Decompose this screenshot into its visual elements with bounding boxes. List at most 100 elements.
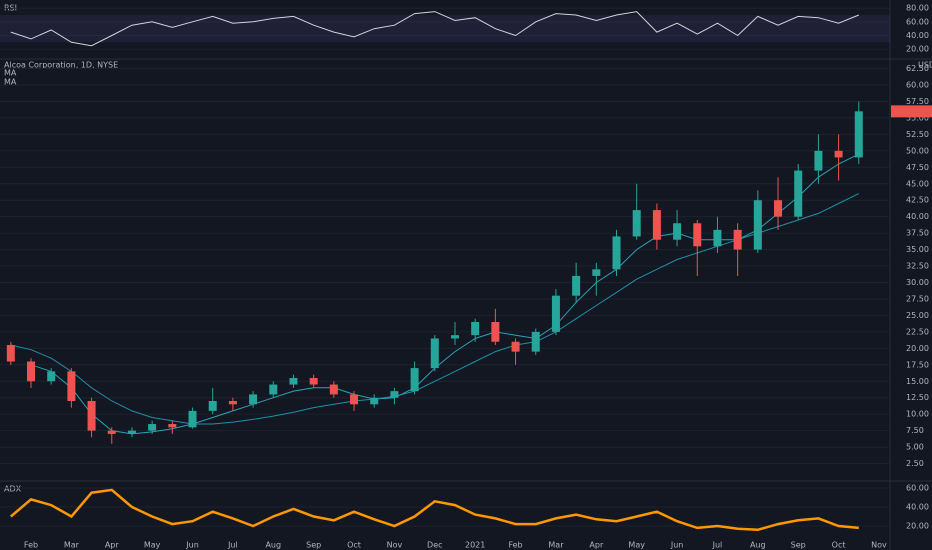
candle-body — [774, 200, 783, 217]
candle-body — [228, 401, 237, 405]
y-tick-label: 5.00 — [906, 443, 924, 452]
candle-body — [249, 394, 258, 405]
candle-body — [693, 223, 702, 247]
y-tick-label: 45.00 — [906, 179, 929, 188]
y-tick-label: 60.00 — [906, 483, 929, 492]
y-tick-label: 60.00 — [906, 81, 929, 90]
candle-body — [329, 384, 338, 395]
y-tick-label: 10.00 — [906, 410, 929, 419]
x-tick-label: May — [628, 541, 645, 550]
x-tick-label: Feb — [24, 541, 38, 550]
x-tick-label: May — [144, 541, 161, 550]
candle-body — [410, 368, 419, 392]
y-tick-label: 32.50 — [906, 262, 929, 271]
y-tick-label: 20.00 — [906, 521, 929, 530]
candle-body — [551, 295, 560, 332]
x-tick-label: Mar — [64, 541, 80, 550]
y-tick-label: 40.00 — [906, 31, 929, 40]
candle-body — [450, 335, 459, 339]
candle-body — [612, 236, 621, 270]
y-tick-label: 52.50 — [906, 130, 929, 139]
x-tick-label: Jul — [227, 541, 238, 550]
candle-body — [47, 371, 56, 382]
candle-body — [289, 377, 298, 385]
legend-entry: MA — [4, 69, 17, 78]
candle-body — [370, 397, 379, 405]
y-tick-label: 42.50 — [906, 196, 929, 205]
y-tick-label: 50.00 — [906, 146, 929, 155]
y-tick-label: 20.00 — [906, 344, 929, 353]
x-tick-label: Jun — [185, 541, 199, 550]
y-tick-label: 40.00 — [906, 212, 929, 221]
x-tick-label: Oct — [347, 541, 361, 550]
candle-body — [511, 341, 520, 352]
x-tick-label: Aug — [750, 541, 766, 550]
candle-body — [309, 377, 318, 385]
y-tick-label: 35.00 — [906, 245, 929, 254]
x-tick-label: Apr — [589, 541, 604, 550]
candle-body — [188, 410, 197, 428]
x-tick-label: Nov — [387, 541, 403, 550]
x-tick-label: Aug — [265, 541, 281, 550]
y-tick-label: 57.50 — [906, 97, 929, 106]
candle-body — [67, 371, 76, 402]
y-tick-label: 17.50 — [906, 360, 929, 369]
x-tick-label: Jun — [670, 541, 684, 550]
y-tick-label: 62.50 — [906, 64, 929, 73]
candle-body — [168, 424, 177, 428]
y-tick-label: 60.00 — [906, 17, 929, 26]
candle-body — [350, 394, 359, 405]
y-tick-label: 47.50 — [906, 163, 929, 172]
x-tick-label: Sep — [791, 541, 806, 550]
y-tick-label: 55.00 — [906, 113, 929, 122]
last-price-marker — [891, 105, 932, 118]
y-tick-label: 7.50 — [906, 426, 924, 435]
candle-body — [127, 430, 136, 434]
candle-body — [430, 338, 439, 369]
y-tick-label: 40.00 — [906, 502, 929, 511]
y-tick-label: 37.50 — [906, 229, 929, 238]
candle-body — [753, 200, 762, 250]
candle-body — [632, 210, 641, 237]
x-tick-label: Oct — [832, 541, 846, 550]
x-tick-label: Nov — [871, 541, 887, 550]
y-tick-label: 15.00 — [906, 377, 929, 386]
y-tick-label: 30.00 — [906, 278, 929, 287]
x-tick-label: 2021 — [465, 541, 485, 550]
x-tick-label: Dec — [427, 541, 442, 550]
candle-body — [269, 384, 278, 395]
candle-body — [491, 322, 500, 342]
candle-body — [107, 430, 116, 434]
candle-body — [673, 223, 682, 240]
x-tick-label: Apr — [105, 541, 120, 550]
adx-title: ADX — [4, 485, 22, 494]
candle-body — [794, 170, 803, 217]
y-tick-label: 12.50 — [906, 393, 929, 402]
y-tick-label: 25.00 — [906, 311, 929, 320]
line — [9, 488, 859, 532]
y-tick-label: 22.50 — [906, 327, 929, 336]
candle-body — [733, 229, 742, 250]
price-title: Alcoa Corporation, 1D, NYSE — [4, 61, 118, 70]
candle-body — [87, 401, 96, 431]
currency: USD — [918, 61, 932, 70]
candle-body — [27, 361, 35, 382]
y-tick-label: 20.00 — [906, 45, 929, 54]
candle-body — [854, 111, 863, 158]
x-tick-label: Sep — [306, 541, 321, 550]
x-tick-label: Feb — [508, 541, 522, 550]
candle-body — [834, 150, 843, 158]
candle-body — [390, 391, 399, 398]
legend-entry: MA — [4, 78, 17, 87]
candle-body — [814, 150, 823, 171]
line — [10, 11, 859, 47]
x-tick-label: Mar — [548, 541, 564, 550]
x-tick-label: Jul — [712, 541, 723, 550]
candle-body — [592, 269, 601, 276]
candle-body — [471, 322, 480, 336]
candle-body — [652, 210, 661, 240]
y-tick-label: 80.00 — [906, 4, 929, 13]
candle-body — [6, 345, 15, 362]
